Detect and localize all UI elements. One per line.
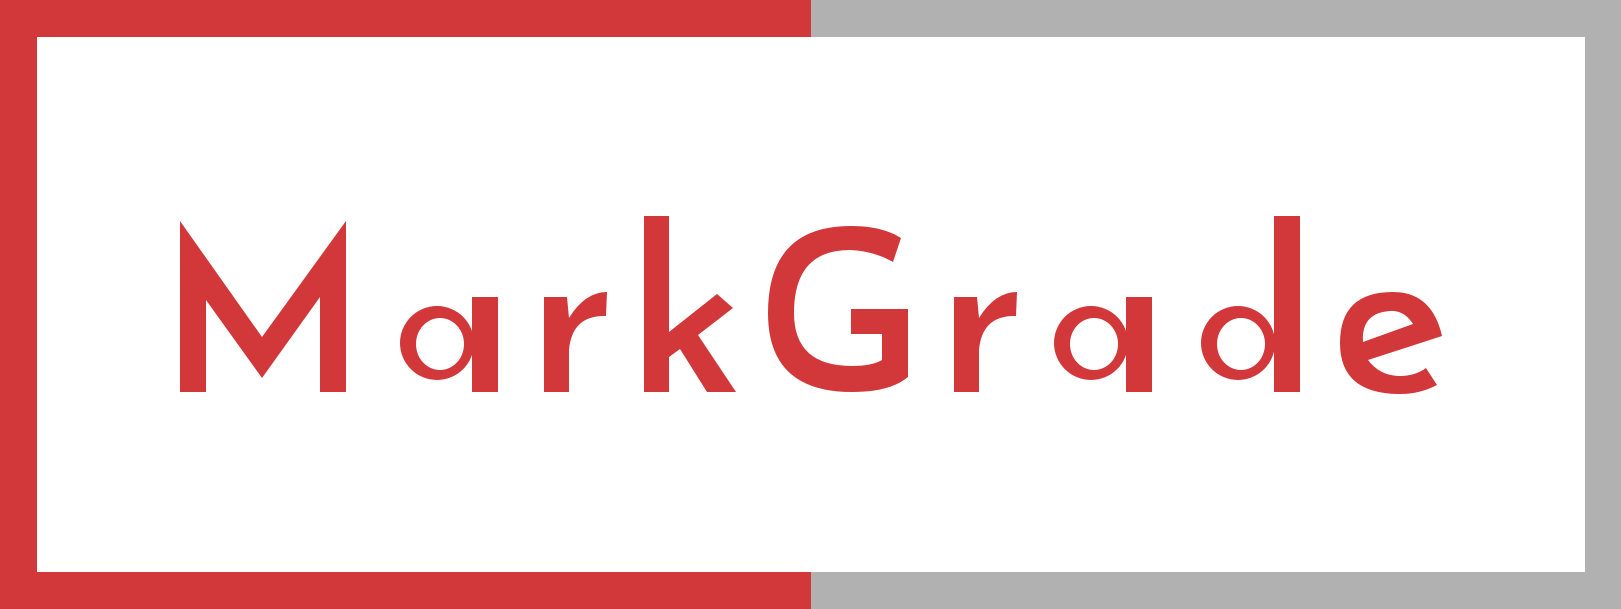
wordmark-counters (416, 310, 1413, 370)
letter-k (644, 216, 736, 392)
letter-e-counter (1362, 310, 1413, 342)
letter-a-counter (416, 318, 464, 370)
letter-d-counter (1217, 318, 1265, 370)
letter-a-2-counter (1070, 318, 1118, 370)
logo-frame-red-half (0, 0, 811, 609)
letter-e (1340, 292, 1442, 394)
letter-r-2 (954, 292, 1017, 392)
logo-frame-gray-half (811, 0, 1621, 609)
wordmark-letters (180, 216, 1442, 394)
letter-m (180, 221, 346, 392)
letter-r (544, 292, 607, 392)
letter-g-capital (768, 226, 908, 392)
